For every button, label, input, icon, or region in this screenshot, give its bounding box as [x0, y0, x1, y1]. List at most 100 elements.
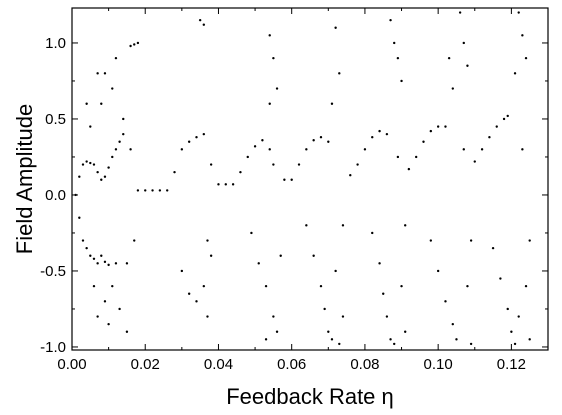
- data-point: [202, 132, 206, 136]
- data-point: [92, 163, 96, 166]
- data-point: [103, 300, 107, 303]
- data-point: [103, 72, 107, 75]
- data-point: [268, 148, 271, 151]
- data-point: [396, 155, 400, 159]
- data-point: [195, 136, 198, 139]
- data-point: [92, 257, 96, 260]
- data-point: [466, 64, 469, 67]
- data-point: [363, 148, 367, 151]
- data-point: [111, 155, 114, 159]
- data-point: [400, 284, 403, 288]
- data-point: [96, 72, 99, 75]
- data-point: [89, 125, 92, 128]
- data-point: [422, 140, 425, 143]
- data-point: [414, 155, 418, 159]
- data-point: [180, 269, 184, 273]
- data-point: [268, 34, 271, 37]
- data-point: [330, 338, 334, 341]
- data-point: [400, 79, 403, 83]
- data-point: [290, 178, 293, 181]
- data-point: [330, 102, 334, 105]
- data-point: [334, 269, 337, 273]
- data-point: [206, 239, 209, 242]
- data-point: [451, 87, 454, 90]
- data-point: [495, 125, 498, 128]
- data-point: [338, 72, 341, 75]
- data-point: [78, 216, 81, 219]
- data-point: [341, 224, 345, 227]
- data-point: [272, 56, 275, 60]
- data-point: [469, 239, 473, 242]
- data-point: [81, 163, 85, 166]
- data-point: [506, 114, 509, 118]
- y-tick-label: 1.0: [45, 35, 66, 52]
- data-point: [341, 315, 345, 318]
- data-point: [327, 140, 330, 143]
- data-point: [510, 330, 513, 333]
- data-point: [393, 41, 396, 45]
- data-point: [528, 338, 531, 341]
- data-point: [499, 277, 502, 280]
- data-points: [74, 11, 531, 346]
- data-point: [272, 315, 275, 318]
- data-point: [246, 155, 249, 159]
- data-point: [151, 189, 154, 192]
- data-point: [261, 139, 264, 142]
- data-point: [393, 342, 396, 346]
- y-axis-tick-labels: -1.0 -0.5 0.0 0.5 1.0: [40, 35, 66, 356]
- data-point: [506, 307, 509, 311]
- data-point: [407, 167, 411, 171]
- data-point: [455, 338, 458, 341]
- data-point: [100, 254, 103, 257]
- y-axis-ticks: [72, 42, 548, 348]
- data-point: [264, 284, 268, 288]
- data-point: [125, 330, 129, 333]
- x-tick-label: 0.02: [131, 356, 160, 373]
- data-point: [444, 125, 447, 128]
- data-point: [371, 231, 374, 235]
- data-point: [323, 307, 326, 311]
- data-point: [305, 224, 308, 227]
- data-point: [114, 262, 118, 265]
- data-point: [118, 140, 121, 143]
- data-point: [89, 161, 92, 165]
- data-point: [202, 284, 206, 288]
- data-point: [111, 87, 114, 90]
- x-tick-label: 0.12: [497, 356, 526, 373]
- data-point: [319, 136, 323, 139]
- data-point: [436, 269, 440, 273]
- data-point: [521, 34, 524, 37]
- data-point: [224, 183, 227, 186]
- data-point: [129, 148, 132, 151]
- data-point: [257, 262, 260, 265]
- data-point: [253, 145, 257, 148]
- data-point: [436, 125, 440, 128]
- data-point: [327, 330, 330, 333]
- data-point: [180, 148, 184, 151]
- data-point: [279, 254, 282, 257]
- data-point: [187, 292, 191, 295]
- data-point: [78, 175, 81, 178]
- data-point: [517, 315, 520, 318]
- data-point: [144, 189, 147, 192]
- data-point: [275, 87, 279, 90]
- data-point: [524, 284, 528, 288]
- data-point: [173, 170, 176, 174]
- x-axis-title: Feedback Rate η: [226, 384, 394, 409]
- data-point: [517, 11, 520, 14]
- data-point: [429, 129, 433, 133]
- data-point: [187, 140, 191, 143]
- data-point: [92, 284, 96, 288]
- data-point: [404, 224, 407, 227]
- data-point: [389, 18, 392, 22]
- x-tick-label: 0.00: [57, 356, 86, 373]
- data-point: [480, 148, 484, 151]
- data-point: [114, 148, 118, 151]
- data-point: [74, 193, 77, 197]
- data-point: [89, 254, 92, 257]
- y-tick-label: -0.5: [40, 263, 66, 280]
- data-point: [96, 170, 99, 174]
- data-point: [158, 189, 162, 192]
- data-point: [202, 23, 206, 26]
